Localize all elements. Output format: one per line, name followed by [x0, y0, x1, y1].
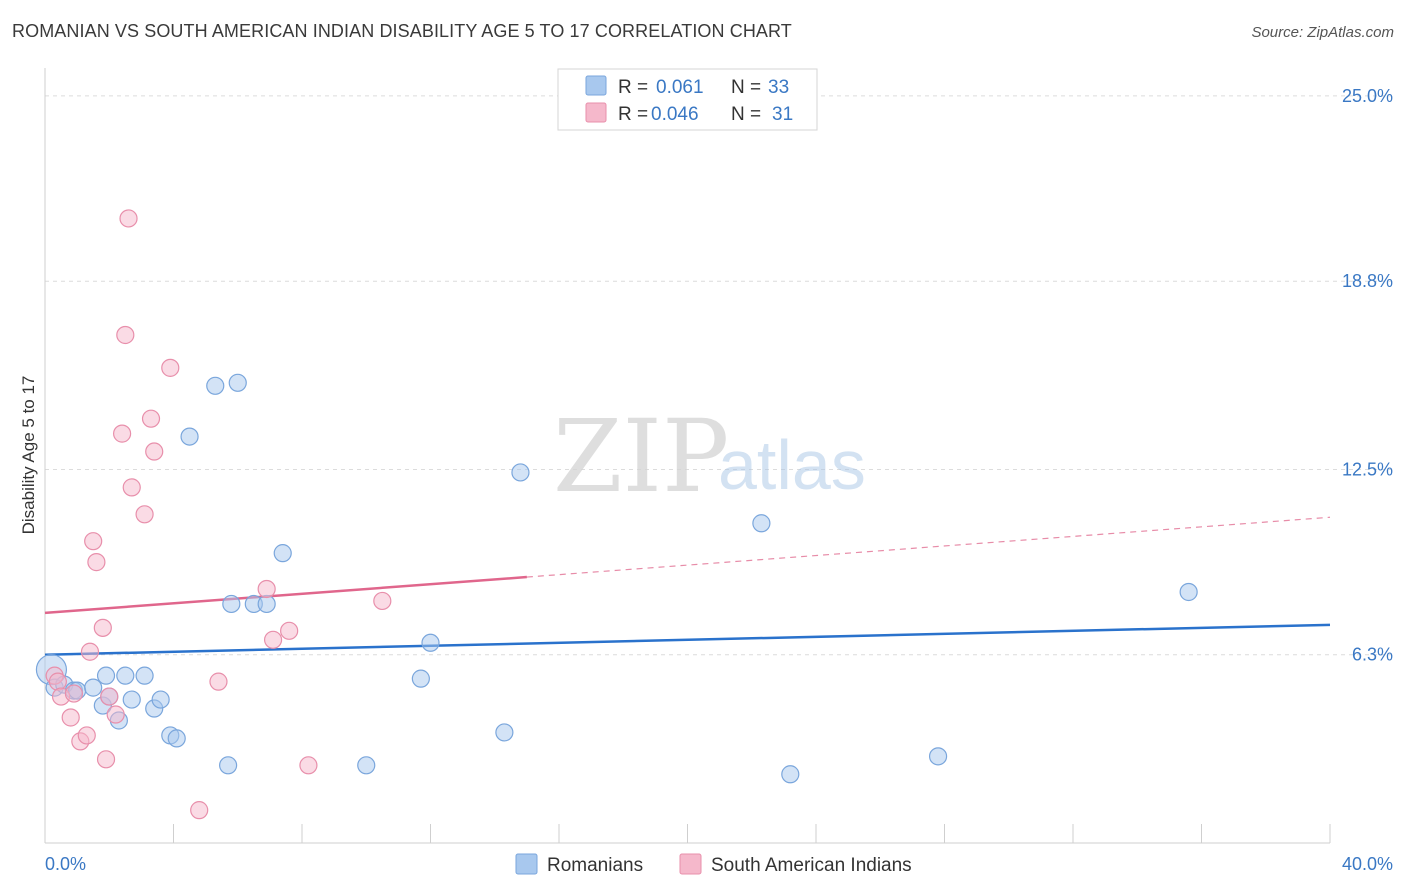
romanians-point: [167, 729, 186, 748]
watermark-atlas: atlas: [718, 426, 866, 504]
legend-r-label-2: R =: [618, 104, 648, 125]
sai-point: [119, 209, 138, 228]
sai-point: [96, 750, 116, 769]
y-tick-label: 25.0%: [1342, 86, 1393, 106]
sai-point: [280, 621, 299, 640]
romanians-point: [357, 756, 376, 775]
bottom-legend: Romanians South American Indians: [515, 853, 912, 876]
y-tick-label: 6.3%: [1352, 645, 1393, 665]
sai-point: [190, 801, 209, 820]
x-tick-label-min: 0.0%: [45, 854, 86, 874]
y-axis-label: Disability Age 5 to 17: [19, 376, 38, 535]
legend-n-value-romanians: 33: [768, 77, 789, 98]
sai-point: [116, 325, 135, 345]
sai-point: [122, 478, 141, 497]
sai-point: [135, 505, 154, 524]
data-points: [35, 209, 1198, 820]
romanians-point: [273, 544, 292, 563]
romanians-point: [228, 373, 247, 392]
romanians-point: [96, 666, 116, 685]
sai-point: [373, 591, 392, 611]
sai-point: [209, 672, 228, 691]
source-label: Source: ZipAtlas.com: [1251, 24, 1394, 41]
romanians-point: [1179, 582, 1198, 602]
romanians-point: [781, 765, 800, 784]
sai-point: [87, 553, 106, 572]
sai-point: [64, 684, 84, 703]
romanians-point: [495, 723, 514, 742]
y-tick-label: 18.8%: [1342, 271, 1393, 291]
legend-box: R = 0.061 N = 33 R = 0.046 N = 31: [557, 68, 818, 131]
trend-line-extension-sai: [526, 516, 1331, 578]
sai-point: [61, 708, 80, 727]
romanians-point: [411, 669, 430, 688]
y-tick-label: 12.5%: [1342, 459, 1393, 479]
sai-point: [263, 630, 283, 649]
romanians-point: [116, 666, 135, 685]
watermark-zip: ZIP: [553, 398, 729, 515]
sai-point: [84, 532, 103, 551]
sai-point: [257, 579, 276, 599]
legend-swatch-romanians: [585, 75, 607, 96]
x-tick-label-max: 40.0%: [1342, 854, 1393, 874]
trend-lines: [44, 516, 1331, 656]
sai-point: [106, 705, 125, 724]
romanians-point: [219, 756, 238, 775]
romanians-point: [752, 514, 771, 533]
legend-r-label-1: R =: [618, 77, 648, 98]
legend-r-value-sai: 0.046: [651, 104, 699, 125]
sai-point: [161, 358, 180, 377]
romanians-point: [135, 666, 154, 685]
sai-point: [112, 424, 132, 443]
y-tick-labels: 6.3% 12.5% 18.8% 25.0%: [1342, 86, 1393, 665]
legend-n-label-1: N =: [731, 77, 761, 98]
legend-n-label-2: N =: [731, 104, 761, 125]
watermark: ZIP atlas: [553, 398, 866, 515]
sai-point: [77, 726, 96, 745]
grid-lines: [45, 95, 1392, 656]
sai-point: [80, 642, 100, 661]
romanians-point: [84, 678, 103, 697]
romanians-point: [122, 690, 141, 709]
bottom-legend-swatch-sai: [679, 853, 702, 875]
chart-title: ROMANIAN VS SOUTH AMERICAN INDIAN DISABI…: [12, 21, 792, 41]
romanians-point: [206, 376, 225, 395]
romanians-point: [511, 463, 530, 482]
sai-point: [100, 687, 119, 706]
romanians-point: [928, 747, 948, 766]
romanians-point: [421, 633, 440, 652]
bottom-legend-label-romanians: Romanians: [547, 855, 643, 876]
axes: [44, 68, 1331, 844]
romanians-point: [222, 594, 241, 614]
x-tick-labels: 0.0% 40.0%: [45, 854, 1393, 874]
romanians-point: [180, 427, 199, 446]
legend-r-value-romanians: 0.061: [656, 77, 704, 98]
sai-point: [48, 672, 67, 691]
sai-point: [93, 618, 112, 637]
legend-swatch-sai: [585, 102, 607, 123]
bottom-legend-swatch-romanians: [515, 853, 538, 875]
trend-line-romanians: [44, 623, 1331, 656]
legend-n-value-sai: 31: [772, 104, 793, 125]
trend-line-sai: [44, 575, 527, 615]
romanians-point: [151, 690, 170, 709]
sai-point: [299, 756, 318, 775]
sai-point: [141, 409, 161, 428]
sai-point: [145, 442, 164, 461]
bottom-legend-label-sai: South American Indians: [711, 855, 912, 876]
